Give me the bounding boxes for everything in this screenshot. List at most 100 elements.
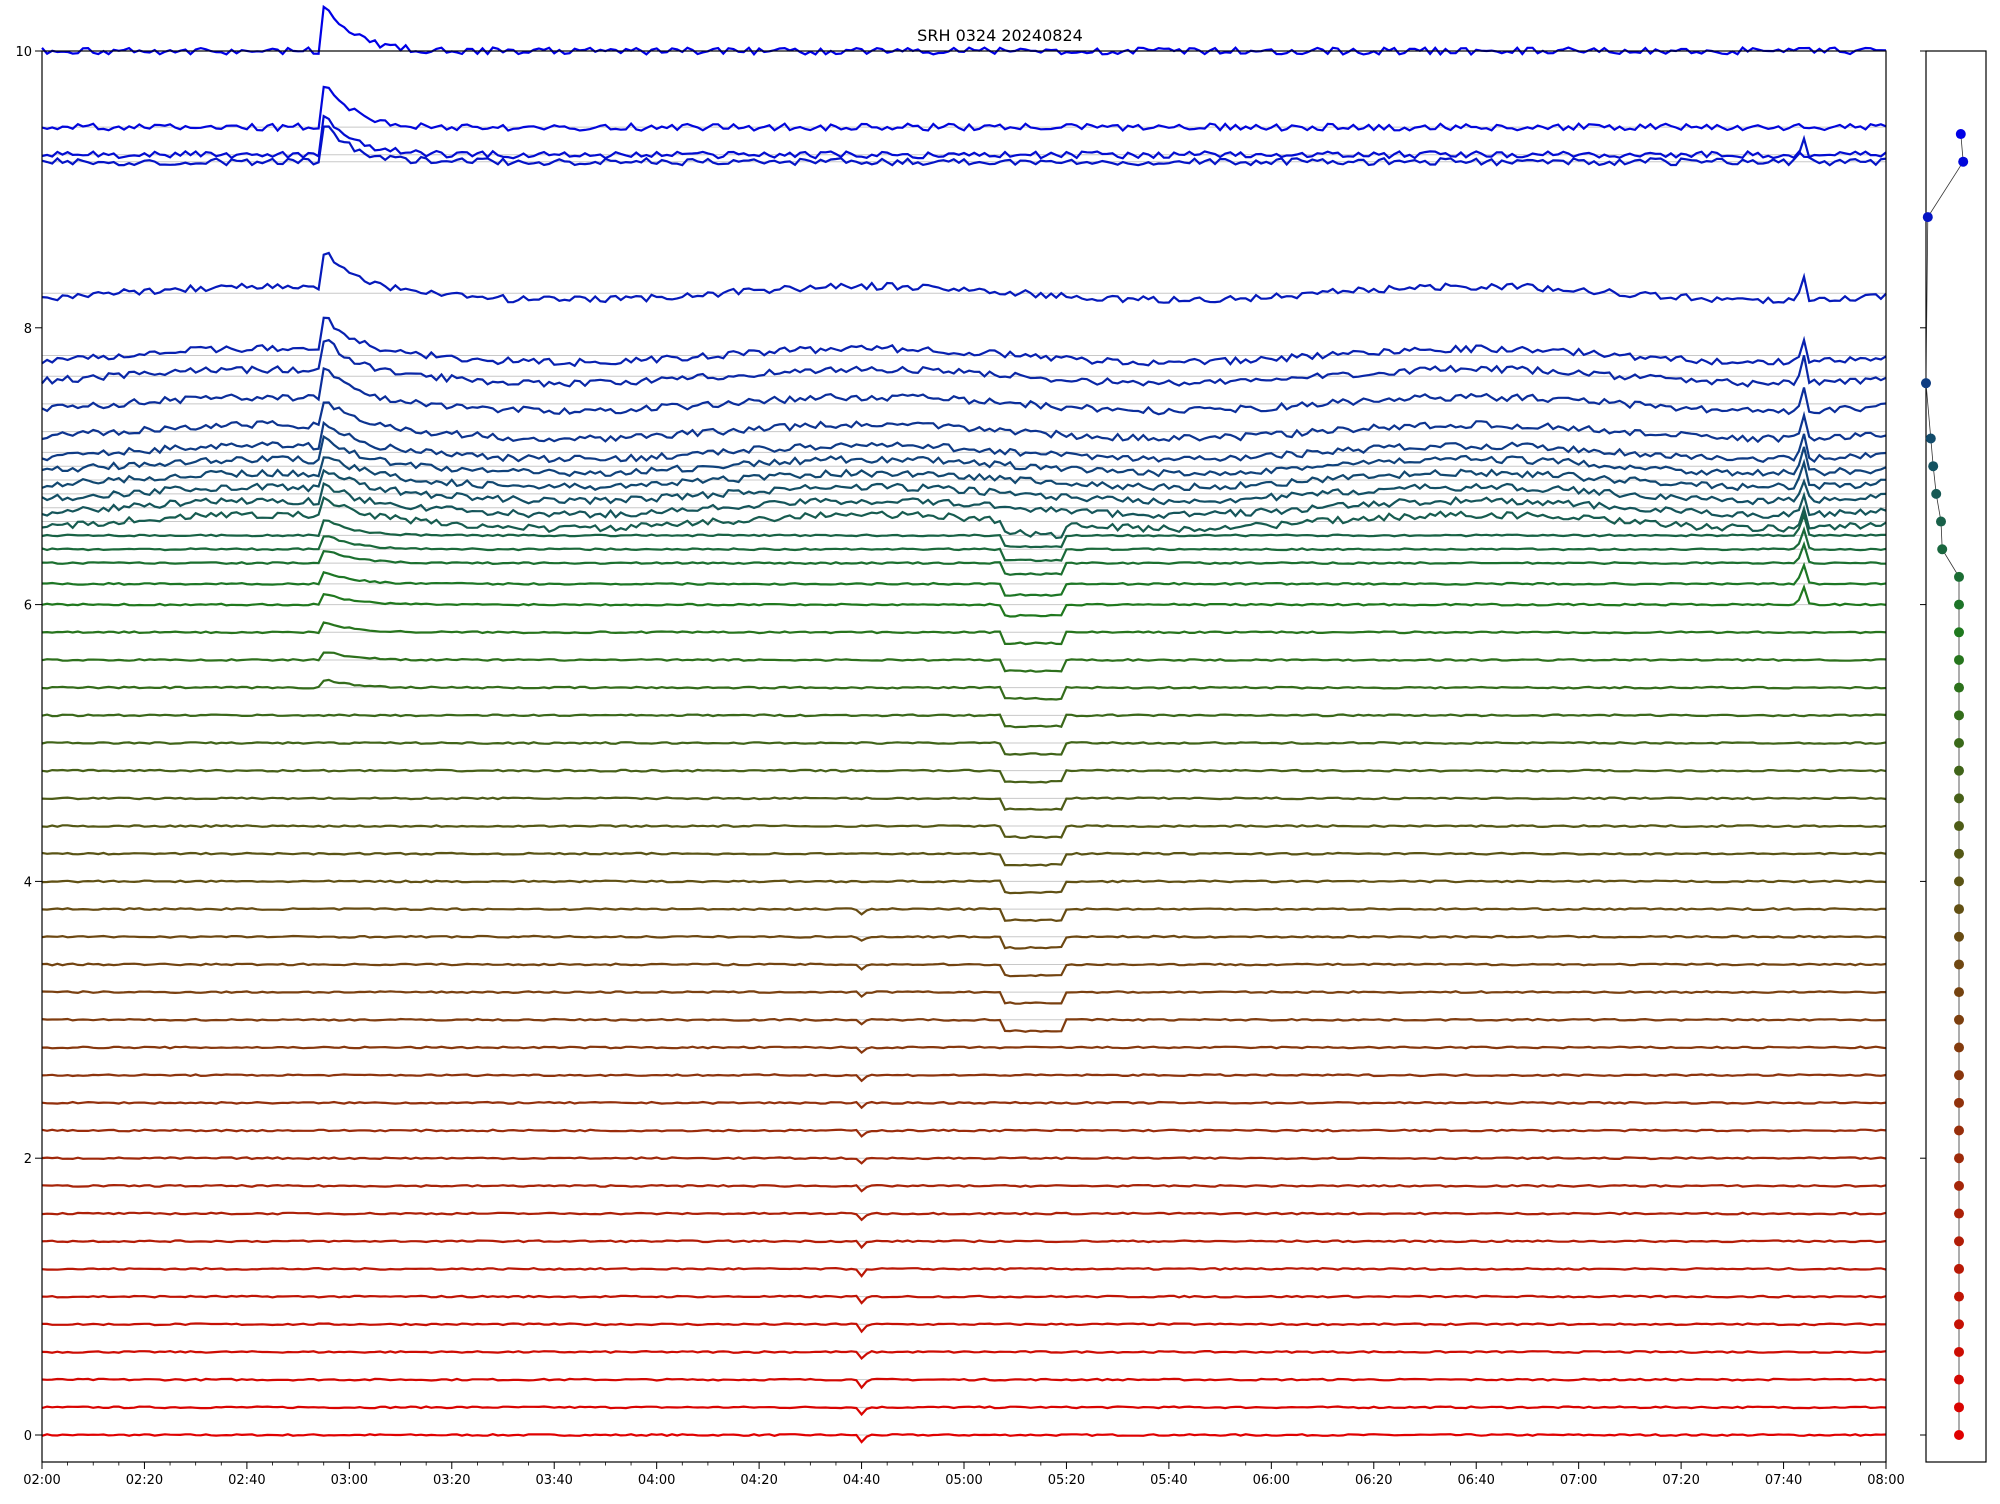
side-point-34 (1931, 488, 1942, 499)
trace-23 (41, 796, 1887, 811)
trace-35 (41, 496, 1887, 540)
traces-group (41, 4, 1887, 1444)
trace-45 (41, 251, 1887, 305)
trace-42 (41, 367, 1887, 416)
side-point-26 (1954, 710, 1964, 721)
trace-46 (41, 125, 1887, 167)
side-point-7 (1954, 1236, 1964, 1247)
side-point-12 (1954, 1097, 1964, 1108)
x-tick-label-5: 03:40 (535, 1473, 572, 1488)
side-point-40 (1955, 129, 1966, 140)
x-tick-label-14: 06:40 (1457, 1473, 1494, 1488)
side-panel (1920, 50, 1987, 1463)
trace-37 (41, 468, 1887, 506)
x-tick-label-11: 05:40 (1150, 1473, 1187, 1488)
x-tick-label-8: 04:40 (843, 1473, 880, 1488)
trace-18 (41, 934, 1887, 950)
trace-24 (41, 768, 1887, 784)
trace-4 (42, 1322, 1887, 1334)
x-tick-label-13: 06:20 (1355, 1473, 1392, 1488)
trace-25 (41, 741, 1887, 756)
x-tick-label-16: 07:20 (1662, 1473, 1699, 1488)
side-point-16 (1954, 987, 1964, 998)
trace-40 (41, 420, 1887, 464)
y-tick-label-2: 4 (24, 875, 32, 890)
x-tick-label-15: 07:00 (1560, 1473, 1597, 1488)
side-point-20 (1954, 876, 1964, 887)
trace-29 (41, 621, 1887, 646)
trace-33 (41, 526, 1887, 563)
trace-47 (41, 114, 1887, 160)
trace-0 (41, 1433, 1887, 1444)
trace-16 (41, 990, 1886, 1005)
x-axis: 02:00 02:20 02:40 03:00 03:20 03:40 04:00 04:20… (23, 1462, 1905, 1488)
trace-13 (41, 1073, 1887, 1083)
trace-20 (41, 879, 1887, 895)
trace-9 (41, 1183, 1887, 1193)
y-tick-label-3: 6 (24, 599, 32, 614)
y-tick-label-1: 2 (24, 1152, 32, 1167)
x-tick-label-0: 02:00 (23, 1473, 60, 1488)
trace-6 (41, 1266, 1887, 1278)
trace-32 (41, 540, 1887, 576)
trace-1 (41, 1405, 1887, 1417)
side-point-4 (1954, 1319, 1964, 1330)
side-point-23 (1954, 793, 1964, 804)
chart-title: SRH 0324 20240824 (917, 26, 1083, 45)
y-axis: 0 2 4 6 8 10 (15, 45, 42, 1444)
trace-31 (42, 561, 1887, 597)
side-point-18 (1954, 931, 1964, 942)
trace-21 (41, 851, 1887, 867)
side-point-24 (1954, 765, 1964, 776)
trace-10 (41, 1156, 1887, 1165)
side-point-27 (1954, 682, 1964, 693)
side-point-32 (1937, 544, 1948, 555)
side-point-25 (1954, 738, 1964, 748)
x-tick-label-6: 04:00 (638, 1473, 675, 1488)
side-point-10 (1954, 1153, 1964, 1164)
side-point-9 (1954, 1180, 1964, 1191)
side-frame (1925, 50, 1987, 1463)
trace-22 (41, 824, 1887, 839)
x-tick-label-7: 04:20 (740, 1473, 777, 1488)
side-point-11 (1954, 1125, 1964, 1136)
trace-8 (41, 1211, 1887, 1222)
x-tick-label-4: 03:20 (433, 1473, 470, 1488)
trace-27 (41, 678, 1887, 701)
x-tick-label-10: 05:20 (1048, 1473, 1085, 1488)
trace-38 (41, 456, 1887, 492)
side-point-19 (1954, 904, 1964, 915)
side-point-5 (1954, 1291, 1964, 1302)
side-point-15 (1954, 1014, 1964, 1025)
side-point-39 (1958, 156, 1969, 167)
side-point-17 (1954, 959, 1964, 970)
trace-41 (41, 401, 1887, 444)
side-point-13 (1954, 1070, 1964, 1081)
y-tick-label-4: 8 (24, 322, 32, 337)
side-point-14 (1954, 1042, 1964, 1053)
side-point-30 (1954, 599, 1964, 610)
x-tick-label-3: 03:00 (331, 1473, 368, 1488)
side-point-29 (1954, 627, 1964, 638)
side-point-31 (1954, 571, 1964, 582)
side-point-22 (1954, 821, 1964, 832)
side-point-36 (1925, 433, 1936, 444)
trace-3 (41, 1349, 1887, 1360)
side-point-6 (1954, 1263, 1964, 1274)
x-tick-label-12: 06:00 (1253, 1473, 1290, 1488)
x-tick-label-17: 07:40 (1765, 1473, 1802, 1488)
side-point-35 (1928, 461, 1939, 472)
trace-36 (41, 482, 1887, 520)
trace-43 (41, 338, 1887, 388)
trace-44 (41, 316, 1887, 368)
side-point-8 (1954, 1208, 1964, 1219)
y-tick-label-0: 0 (24, 1429, 32, 1444)
side-point-0 (1954, 1430, 1964, 1440)
side-point-21 (1954, 848, 1964, 859)
side-point-3 (1954, 1346, 1964, 1357)
trace-26 (41, 713, 1887, 729)
trace-14 (41, 1045, 1887, 1055)
side-point-28 (1954, 654, 1964, 665)
trace-5 (41, 1294, 1887, 1305)
